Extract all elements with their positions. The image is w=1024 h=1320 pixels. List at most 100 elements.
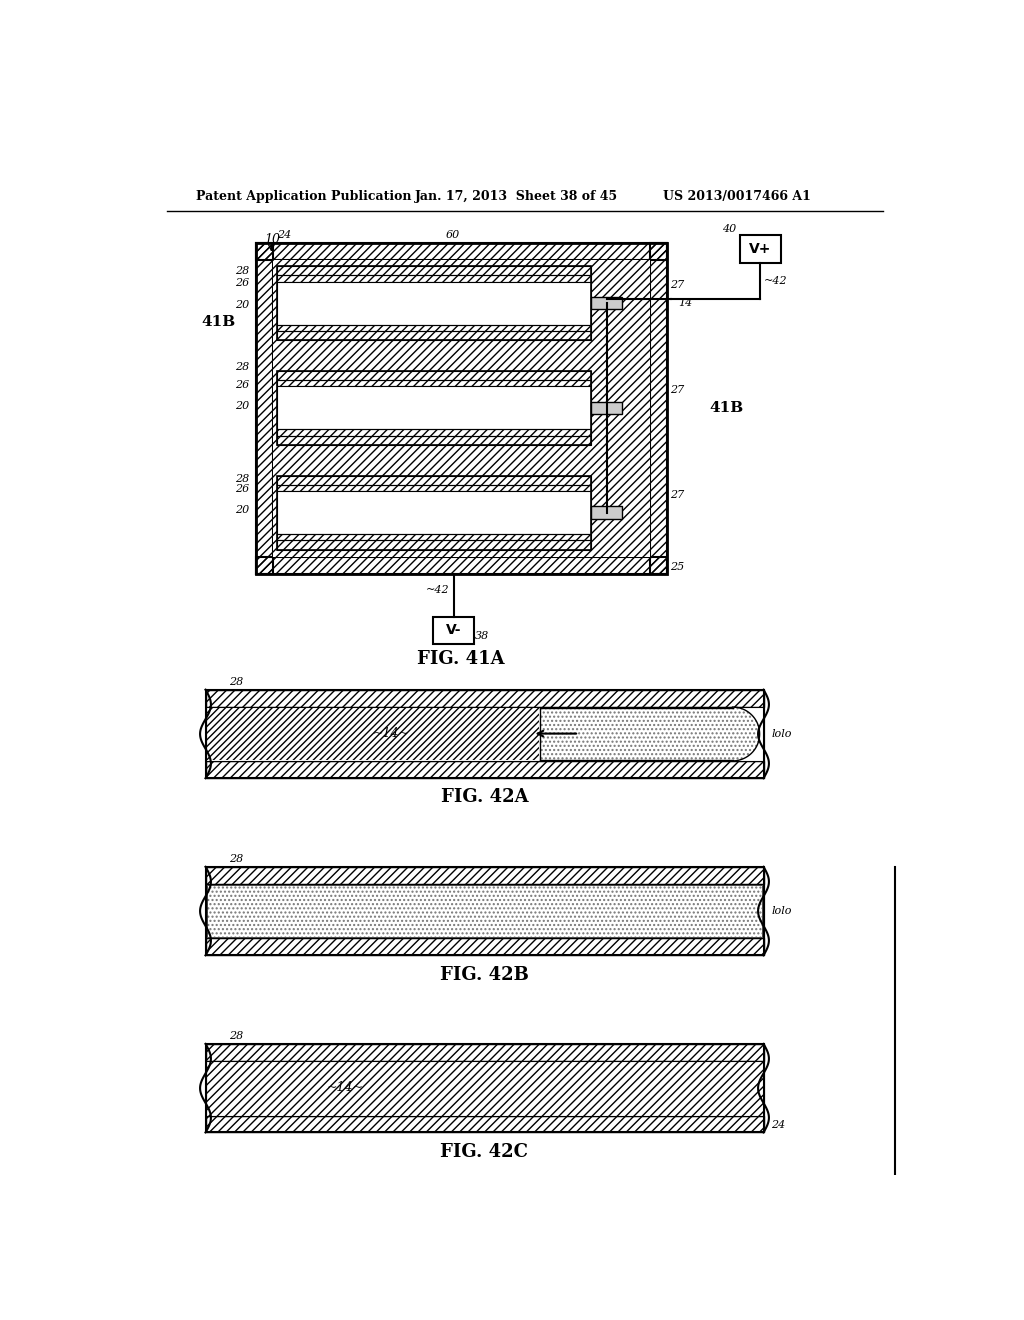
Text: US 2013/0017466 A1: US 2013/0017466 A1 [663, 190, 811, 203]
Bar [276, 475, 592, 484]
Bar [256, 557, 667, 574]
Bar [206, 689, 764, 779]
Bar [276, 387, 592, 429]
Text: 28: 28 [236, 474, 250, 483]
Bar [433, 616, 474, 644]
Bar [276, 267, 592, 341]
Bar [276, 267, 592, 341]
Bar [206, 867, 764, 956]
Text: FIG. 42C: FIG. 42C [440, 1143, 528, 1160]
Text: 20: 20 [236, 400, 250, 411]
Text: ~42: ~42 [764, 276, 787, 286]
Text: 28: 28 [228, 677, 243, 686]
Bar [273, 260, 649, 557]
Text: V+: V+ [750, 243, 772, 256]
Bar [276, 267, 592, 276]
Bar [276, 371, 592, 445]
Bar [592, 401, 623, 414]
Text: 24: 24 [276, 231, 291, 240]
Text: 10: 10 [264, 232, 281, 246]
Bar [276, 281, 592, 325]
Bar [276, 325, 592, 331]
Bar [740, 235, 780, 263]
Bar [206, 762, 764, 779]
Text: 28: 28 [236, 265, 250, 276]
Text: FIG. 42B: FIG. 42B [440, 966, 529, 983]
Bar [276, 429, 592, 436]
Bar [276, 380, 592, 387]
Bar [207, 886, 762, 937]
Text: 60: 60 [445, 231, 460, 240]
Text: 27: 27 [671, 385, 685, 395]
Text: 25: 25 [671, 561, 685, 572]
Bar [276, 484, 592, 491]
Text: FIG. 41A: FIG. 41A [418, 649, 505, 668]
Bar [276, 276, 592, 281]
Bar [276, 475, 592, 549]
Text: 26: 26 [236, 380, 250, 389]
Bar [206, 706, 764, 762]
Text: 14: 14 [678, 298, 692, 308]
Bar [206, 867, 764, 884]
Bar [276, 491, 592, 535]
Bar [276, 371, 592, 380]
Bar [276, 371, 592, 380]
Bar [206, 1044, 764, 1133]
Bar [206, 1061, 764, 1115]
Bar [276, 276, 592, 281]
Text: 27: 27 [671, 280, 685, 290]
Bar [206, 939, 764, 956]
Bar [256, 243, 667, 574]
Bar [256, 243, 667, 260]
Bar [206, 1115, 764, 1133]
Bar [592, 297, 623, 309]
Text: 24: 24 [771, 1119, 785, 1130]
Text: 28: 28 [228, 1031, 243, 1041]
Text: 40: 40 [722, 224, 736, 234]
Bar [276, 380, 592, 387]
Bar [206, 1061, 764, 1115]
Text: Jan. 17, 2013  Sheet 38 of 45: Jan. 17, 2013 Sheet 38 of 45 [415, 190, 617, 203]
Bar [206, 1061, 764, 1115]
Text: ~14~: ~14~ [373, 727, 410, 741]
Text: 28: 28 [236, 362, 250, 372]
Bar [206, 1115, 764, 1133]
Text: 38: 38 [475, 631, 489, 640]
Text: FIG. 42A: FIG. 42A [440, 788, 528, 807]
Bar [207, 886, 762, 937]
Bar [276, 371, 592, 445]
Bar [206, 867, 764, 884]
Bar [592, 507, 623, 519]
Bar [206, 939, 764, 956]
Text: 41B: 41B [710, 401, 743, 414]
Bar [256, 557, 667, 574]
Bar [276, 325, 592, 331]
Bar [206, 689, 764, 706]
Bar [207, 708, 539, 760]
Bar [276, 540, 592, 549]
Bar [276, 475, 592, 549]
Bar [276, 535, 592, 540]
Bar [649, 243, 667, 574]
Bar [649, 243, 667, 574]
Text: 26: 26 [236, 484, 250, 495]
Text: ~42: ~42 [426, 585, 450, 594]
Bar [276, 436, 592, 445]
Bar [276, 436, 592, 445]
Bar [206, 1115, 764, 1133]
Bar [256, 243, 667, 574]
Bar [206, 884, 764, 939]
Text: lolo: lolo [771, 729, 792, 739]
Text: V-: V- [445, 623, 461, 638]
Text: 26: 26 [236, 279, 250, 288]
Bar [273, 260, 649, 557]
Bar [206, 689, 764, 706]
Bar [276, 535, 592, 540]
Bar [206, 867, 764, 956]
Bar [276, 540, 592, 549]
Bar [276, 484, 592, 491]
Bar [276, 429, 592, 436]
Bar [206, 1044, 764, 1061]
Text: 27: 27 [671, 490, 685, 500]
Bar [206, 1044, 764, 1061]
